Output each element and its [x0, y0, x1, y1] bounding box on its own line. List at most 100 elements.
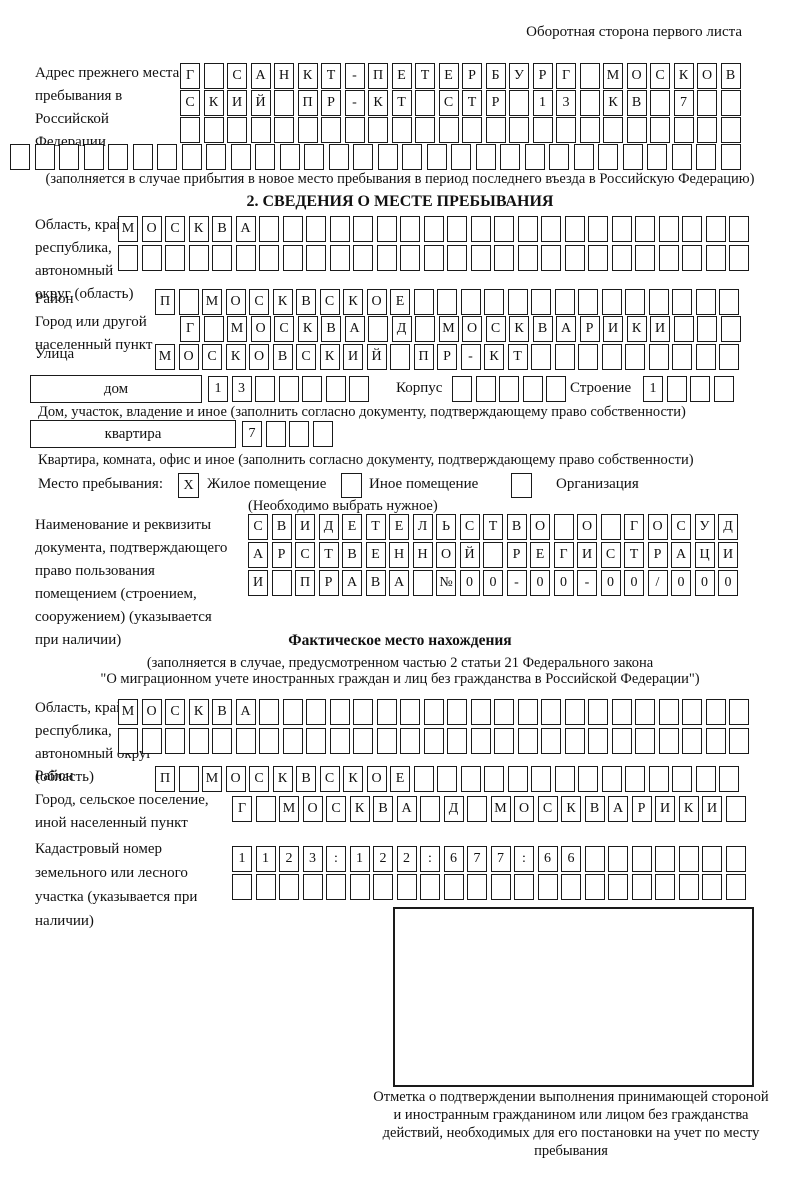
char-box[interactable]: П — [368, 63, 388, 89]
char-box[interactable] — [573, 144, 594, 170]
char-box[interactable]: А — [671, 542, 691, 568]
char-box[interactable] — [470, 216, 491, 242]
char-box[interactable]: Р — [506, 542, 527, 568]
char-box[interactable] — [705, 245, 726, 271]
char-box[interactable] — [578, 289, 598, 315]
char-box[interactable] — [447, 699, 467, 725]
char-box[interactable] — [443, 874, 464, 900]
char-box[interactable]: 0 — [530, 570, 550, 596]
char-box[interactable]: Г — [180, 316, 200, 342]
char-box[interactable]: Д — [718, 514, 738, 540]
char-box[interactable] — [719, 344, 739, 370]
char-box[interactable]: И — [227, 90, 247, 116]
char-box[interactable] — [720, 316, 741, 342]
char-box[interactable]: Е — [365, 542, 386, 568]
char-box[interactable] — [353, 728, 373, 754]
char-box[interactable] — [579, 63, 600, 89]
char-box[interactable]: К — [561, 796, 581, 822]
char-box[interactable]: В — [365, 570, 386, 596]
char-box[interactable]: С — [438, 90, 459, 116]
char-box[interactable] — [554, 289, 575, 315]
char-box[interactable] — [682, 728, 702, 754]
char-box[interactable] — [312, 421, 333, 447]
char-box[interactable] — [373, 874, 393, 900]
char-box[interactable]: Т — [462, 90, 482, 116]
char-box[interactable] — [541, 216, 561, 242]
char-box[interactable] — [600, 514, 621, 540]
char-box[interactable] — [672, 344, 692, 370]
char-box[interactable] — [108, 144, 128, 170]
char-box[interactable]: Т — [624, 542, 644, 568]
char-box[interactable] — [326, 874, 346, 900]
char-box[interactable]: 7 — [467, 846, 487, 872]
char-box[interactable] — [483, 542, 503, 568]
char-box[interactable] — [462, 117, 482, 143]
char-box[interactable]: 1 — [255, 846, 276, 872]
char-box[interactable]: Е — [391, 63, 412, 89]
char-box[interactable] — [402, 144, 422, 170]
char-box[interactable]: О — [514, 796, 534, 822]
char-box[interactable]: К — [188, 216, 209, 242]
char-box[interactable]: С — [671, 514, 691, 540]
char-box[interactable]: 0 — [483, 570, 503, 596]
char-box[interactable] — [588, 728, 608, 754]
char-box[interactable] — [564, 216, 585, 242]
char-box[interactable]: Г — [553, 542, 574, 568]
char-box[interactable] — [132, 144, 153, 170]
char-box[interactable]: Й — [250, 90, 271, 116]
char-box[interactable] — [485, 117, 506, 143]
char-box[interactable] — [34, 144, 55, 170]
char-box[interactable]: А — [235, 699, 256, 725]
char-box[interactable] — [509, 117, 529, 143]
char-box[interactable]: И — [248, 570, 268, 596]
char-box[interactable] — [625, 344, 645, 370]
char-box[interactable]: А — [344, 316, 365, 342]
char-box[interactable] — [655, 874, 675, 900]
char-box[interactable] — [517, 728, 538, 754]
char-box[interactable] — [265, 421, 286, 447]
char-box[interactable] — [423, 728, 444, 754]
char-box[interactable]: М — [279, 796, 299, 822]
char-box[interactable] — [601, 344, 622, 370]
char-box[interactable] — [368, 316, 388, 342]
char-box[interactable] — [329, 728, 350, 754]
char-box[interactable] — [635, 216, 655, 242]
char-box[interactable] — [697, 316, 717, 342]
char-box[interactable] — [412, 570, 433, 596]
char-box[interactable] — [349, 874, 370, 900]
char-box[interactable]: С — [319, 766, 340, 792]
char-box[interactable]: С — [537, 796, 558, 822]
char-box[interactable]: 2 — [396, 846, 417, 872]
char-box[interactable]: Г — [556, 63, 576, 89]
char-box[interactable] — [255, 796, 276, 822]
char-box[interactable]: Р — [647, 542, 668, 568]
char-box[interactable]: И — [702, 796, 722, 822]
char-box[interactable] — [447, 216, 467, 242]
char-box[interactable] — [631, 874, 652, 900]
char-box[interactable] — [203, 63, 224, 89]
char-box[interactable] — [490, 874, 511, 900]
char-box[interactable]: : — [514, 846, 534, 872]
char-box[interactable] — [475, 376, 496, 402]
char-box[interactable] — [329, 245, 350, 271]
char-box[interactable]: С — [326, 796, 346, 822]
char-box[interactable]: О — [225, 289, 246, 315]
char-box[interactable]: У — [694, 514, 715, 540]
char-box[interactable] — [415, 90, 435, 116]
char-box[interactable]: П — [413, 344, 434, 370]
char-box[interactable] — [695, 766, 716, 792]
char-box[interactable] — [59, 144, 79, 170]
char-box[interactable] — [541, 699, 561, 725]
char-box[interactable] — [578, 766, 598, 792]
char-box[interactable] — [278, 376, 299, 402]
char-box[interactable] — [274, 117, 294, 143]
char-box[interactable] — [720, 90, 741, 116]
stay-type-checkbox-organization[interactable] — [511, 473, 532, 498]
char-box[interactable]: О — [462, 316, 482, 342]
char-box[interactable]: Г — [232, 796, 252, 822]
char-box[interactable] — [650, 90, 670, 116]
char-box[interactable] — [556, 117, 576, 143]
char-box[interactable] — [522, 376, 543, 402]
char-box[interactable] — [353, 216, 373, 242]
char-box[interactable] — [230, 144, 251, 170]
